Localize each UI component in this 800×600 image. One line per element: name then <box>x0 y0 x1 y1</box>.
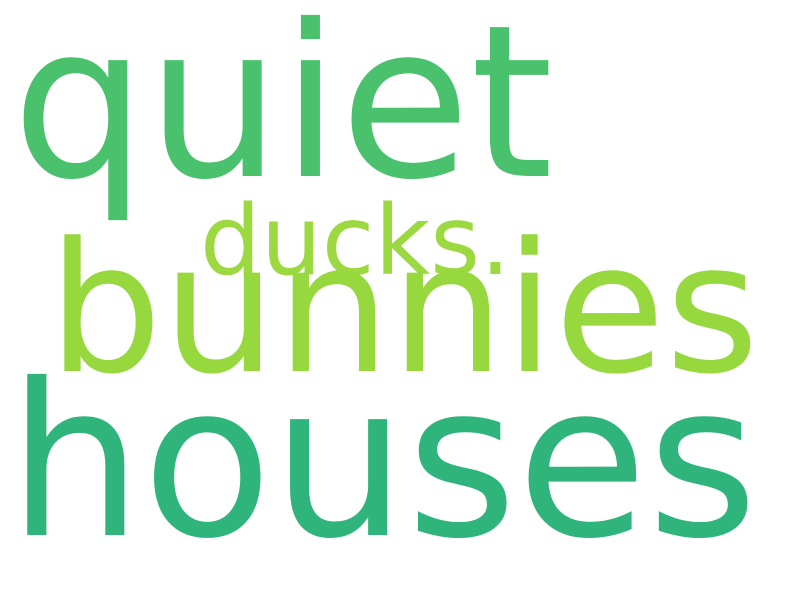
word-bunnies: bunnies <box>48 205 760 414</box>
word-ducks: ducks. <box>200 185 511 297</box>
word-quiet: quiet <box>12 0 554 226</box>
word-houses: houses <box>8 338 758 585</box>
